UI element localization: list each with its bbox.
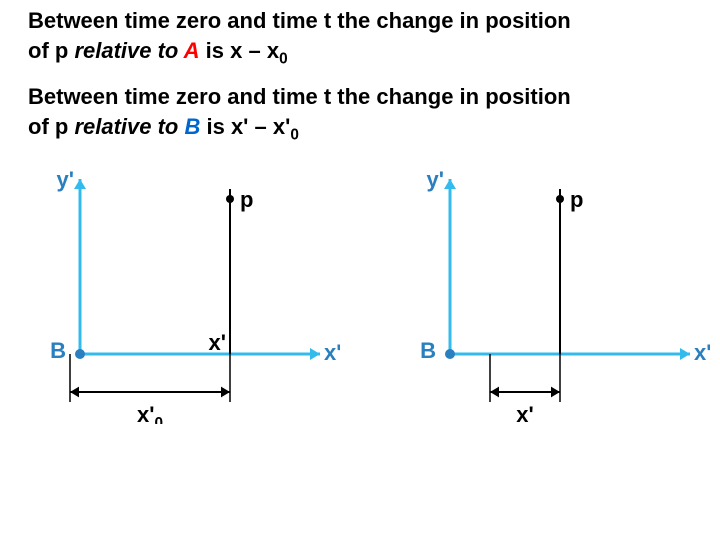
svg-text:B: B bbox=[420, 338, 436, 363]
figure-left: y' x' Bp x' x'0 bbox=[30, 164, 340, 424]
p1-sub0: 0 bbox=[279, 50, 288, 67]
p2-frame-B: B bbox=[184, 114, 200, 139]
svg-text:p: p bbox=[570, 187, 583, 212]
figure-left-svg: y' x' Bp x' x'0 bbox=[30, 164, 340, 424]
svg-text:x': x' bbox=[209, 330, 226, 355]
p2-text-b: is x' – x' bbox=[200, 114, 290, 139]
paragraph-2: Between time zero and time t the change … bbox=[28, 82, 588, 146]
paragraph-1: Between time zero and time t the change … bbox=[28, 6, 588, 70]
svg-text:y': y' bbox=[427, 167, 444, 192]
svg-text:x': x' bbox=[516, 402, 533, 424]
p1-text-b: is x – x bbox=[200, 38, 280, 63]
svg-text:B: B bbox=[50, 338, 66, 363]
figure-right-svg: y' x' Bp x' bbox=[400, 164, 710, 424]
svg-text:x'0: x'0 bbox=[137, 402, 163, 424]
svg-text:p: p bbox=[240, 187, 253, 212]
figure-right: y' x' Bp x' bbox=[400, 164, 710, 424]
p1-frame-A: A bbox=[184, 38, 200, 63]
p1-relative: relative to bbox=[74, 38, 183, 63]
svg-text:x': x' bbox=[324, 340, 340, 365]
p2-relative: relative to bbox=[74, 114, 184, 139]
p2-sub0: 0 bbox=[290, 126, 299, 143]
svg-text:y': y' bbox=[57, 167, 74, 192]
svg-text:x': x' bbox=[694, 340, 710, 365]
